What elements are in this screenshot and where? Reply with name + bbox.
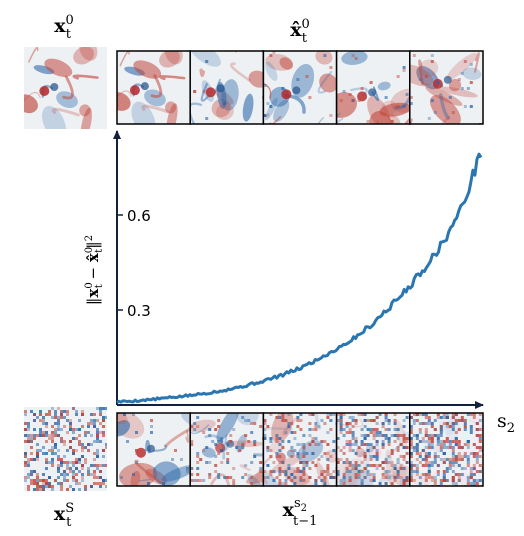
noise-field-label: xS t <box>54 501 74 530</box>
prediction-row: x̂0 t <box>116 17 484 125</box>
noisy-state-tile-1 <box>116 412 191 487</box>
prediction-tile-5 <box>409 50 484 125</box>
noisy-state-tile-5 <box>409 412 484 487</box>
noisy-state-tiles <box>116 412 484 487</box>
x-axis-label: s2 <box>497 410 515 436</box>
prediction-tiles <box>116 50 484 125</box>
y-tick-label-06: 0.6 <box>127 207 151 225</box>
noisy-state-row: xs2 t−1 <box>116 412 484 529</box>
noise-field-tile <box>24 407 107 491</box>
error-chart: 0.3 0.6 ‖x0t − x̂0t‖2 s2 <box>84 130 515 436</box>
prediction-tile-3 <box>262 50 338 125</box>
noisy-state-label: xs2 t−1 <box>283 496 318 529</box>
prediction-label: x̂0 t <box>290 17 310 46</box>
clean-field-panel: x0 t <box>24 13 107 129</box>
y-tick-03: 0.3 <box>117 302 151 320</box>
noise-field-image <box>24 407 107 491</box>
y-tick-06: 0.6 <box>117 207 151 225</box>
y-tick-label-03: 0.3 <box>127 302 151 320</box>
clean-field-label: x0 t <box>54 13 74 42</box>
y-axis-label: ‖x0t − x̂0t‖2 <box>84 235 105 305</box>
prediction-tile-4 <box>335 50 411 125</box>
noisy-state-tile-4 <box>335 412 411 487</box>
error-curve <box>116 152 483 404</box>
noise-field-panel: xS t <box>24 407 107 530</box>
clean-field-tile <box>24 47 107 129</box>
prediction-tile-2 <box>189 50 265 125</box>
prediction-tile-1 <box>116 50 191 125</box>
noisy-state-tile-3 <box>262 412 338 487</box>
clean-field-image <box>24 47 107 129</box>
